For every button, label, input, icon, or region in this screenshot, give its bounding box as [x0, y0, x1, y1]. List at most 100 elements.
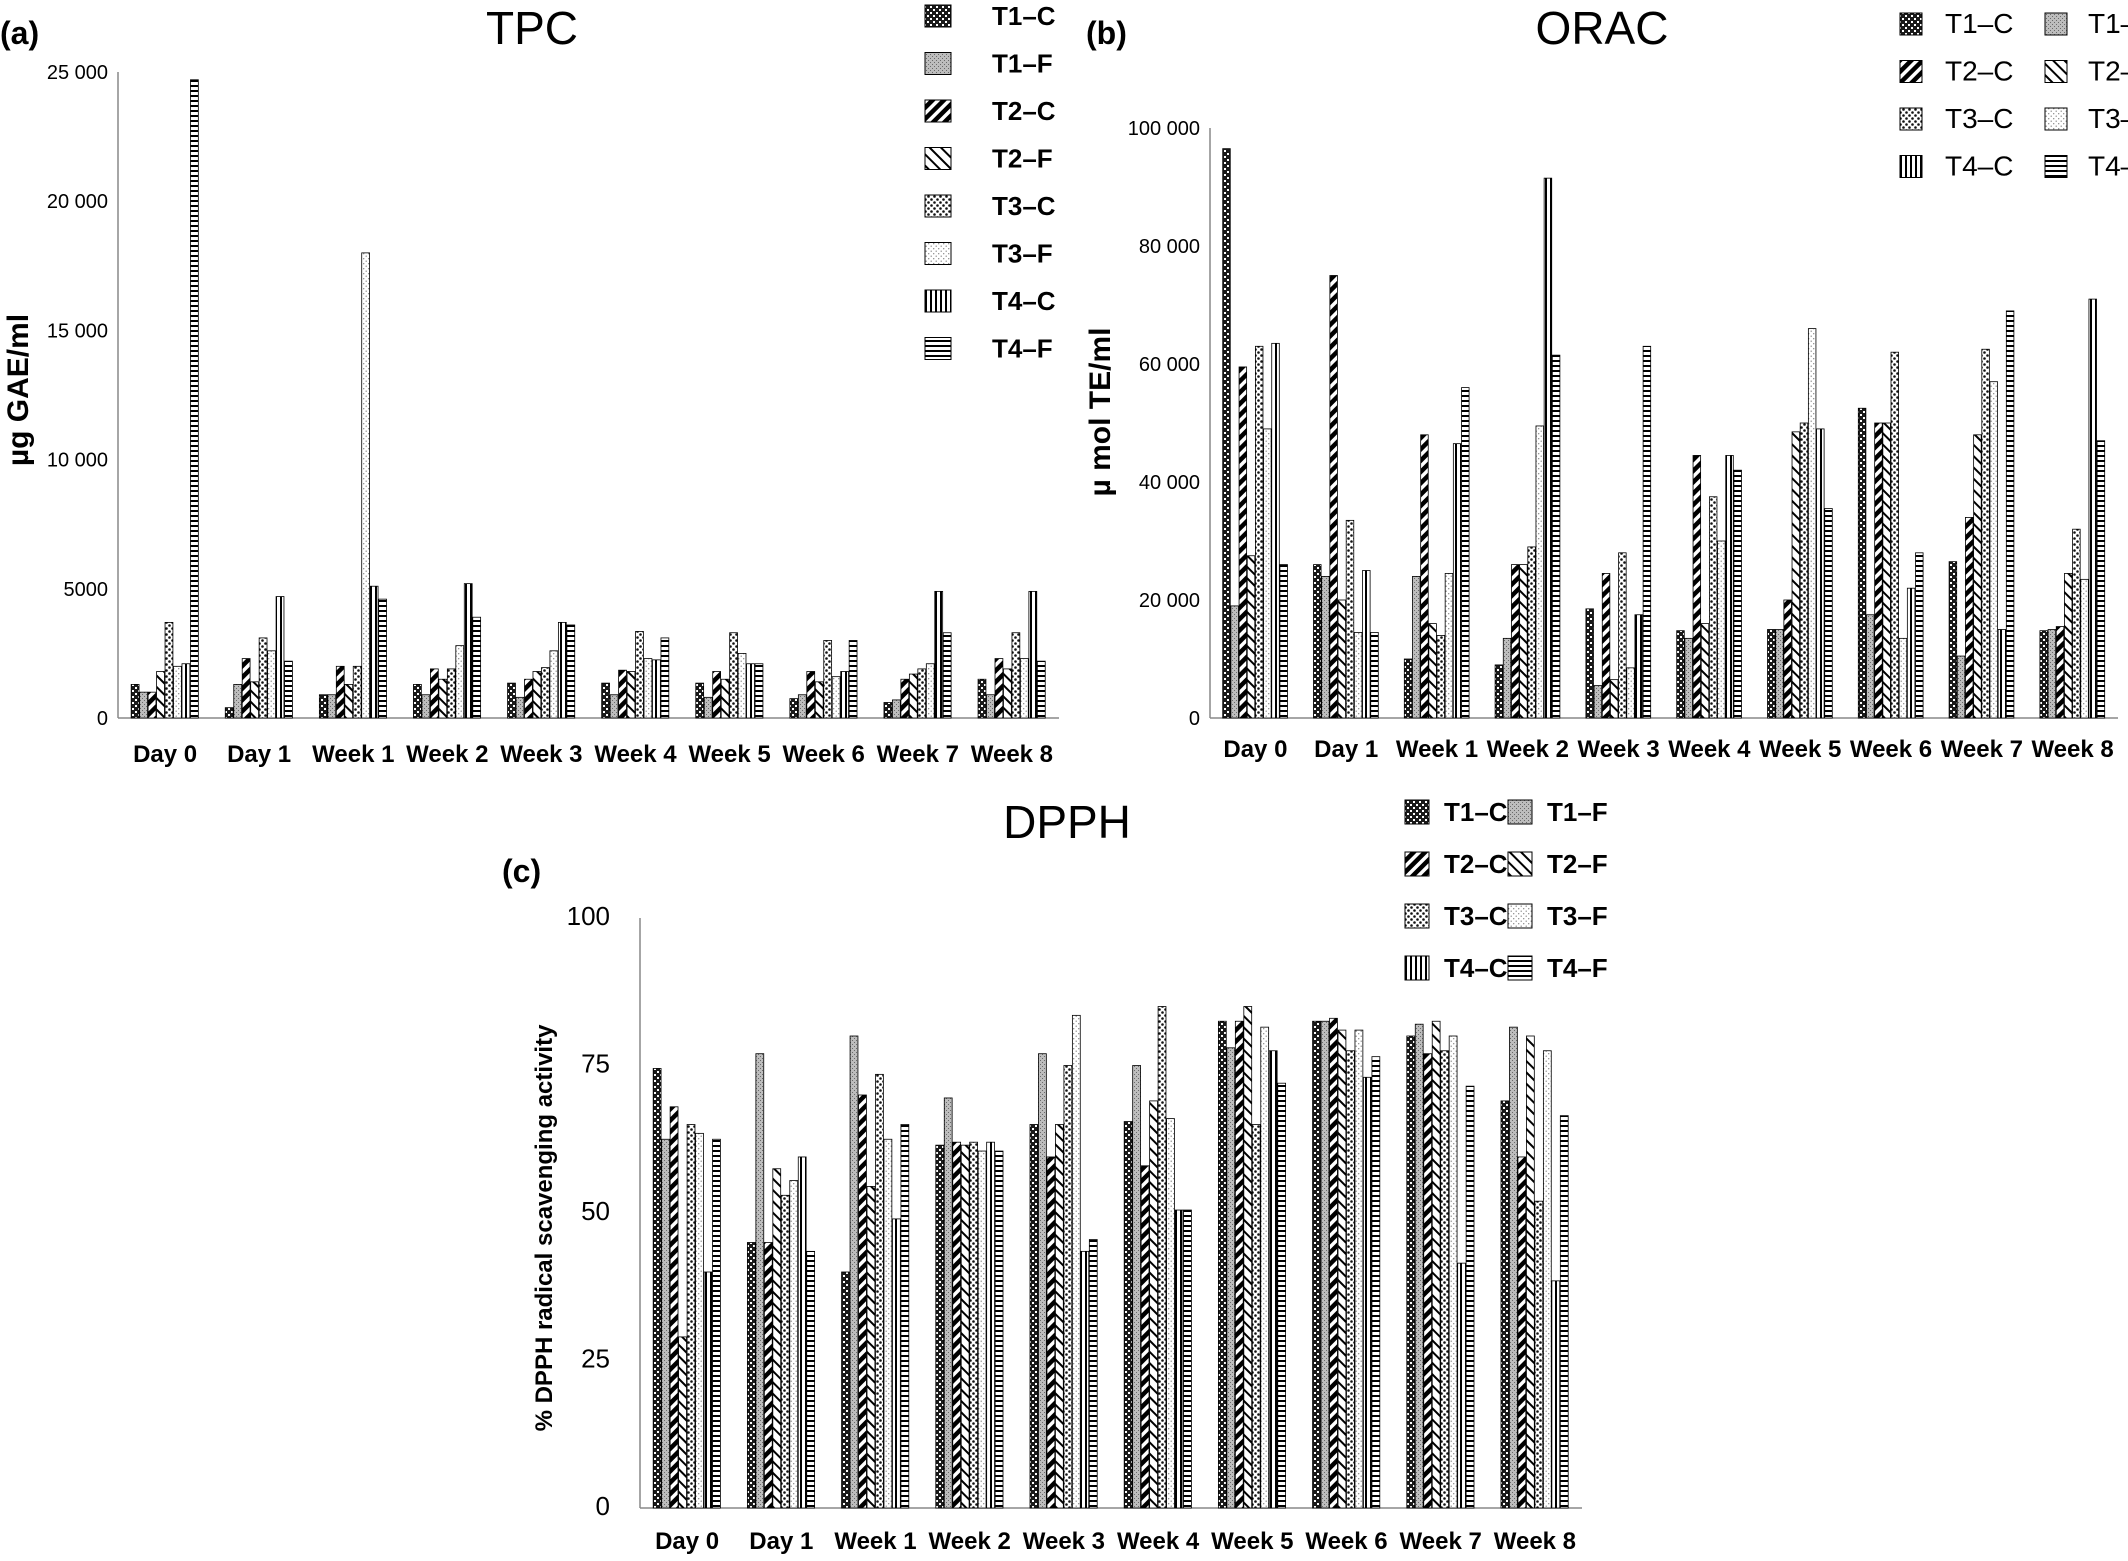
- tpc-bar-week-4-t2-c: [618, 669, 627, 719]
- tpc-bar-week-2-t1-c: [413, 684, 422, 719]
- dpph-category-label: Week 5: [1211, 1528, 1293, 1555]
- orac-bar-week-3-t1-c: [1585, 608, 1594, 719]
- tpc-bar-week-2-t4-c: [463, 583, 473, 719]
- dpph-bar-day-1-t1-c: [746, 1242, 756, 1509]
- tpc-bar-week-5-t4-f: [754, 663, 764, 719]
- orac-bar-week-7-t3-f: [1989, 381, 1998, 719]
- tpc-category-labels: Day 0 Day 1 Week 1 Week 2 Week 3 Week 4 Week 5…: [133, 741, 1053, 768]
- tpc-bar-week-8-t4-c: [1028, 590, 1038, 719]
- dpph-legend-label-t4-c: T4–C: [1444, 953, 1508, 983]
- orac-bar-week-1-t3-f: [1444, 573, 1454, 719]
- dpph-legend-label-t2-c: T2–C: [1444, 849, 1508, 879]
- orac-bar-week-5-t1-f: [1775, 629, 1784, 719]
- dpph-bar-week-3-t2-f: [1055, 1124, 1064, 1509]
- tpc-bar-week-2-t4-f: [472, 616, 482, 719]
- dpph-bar-week-8-t1-f: [1509, 1026, 1518, 1509]
- dpph-y-tick-label: 100: [567, 901, 610, 931]
- orac-bar-week-2-t1-f: [1502, 637, 1512, 719]
- dpph-bar-day-0-t1-f: [661, 1138, 670, 1509]
- orac-bar-week-7-t4-c: [1997, 629, 2007, 719]
- tpc-legend-swatch-t4-c: [924, 289, 952, 313]
- dpph-y-tick-label: 0: [596, 1491, 610, 1521]
- tpc-bar-week-3-t1-f: [515, 696, 525, 719]
- tpc-bar-week-7-t2-c: [900, 678, 910, 719]
- tpc-y-tick-label: 15 000: [47, 320, 108, 342]
- dpph-bar-day-1-t2-c: [763, 1242, 773, 1509]
- dpph-bar-week-3-t1-c: [1029, 1124, 1039, 1509]
- tpc-legend-label-t3-c: T3–C: [992, 191, 1056, 221]
- dpph-legend-label-t4-f: T4–F: [1547, 953, 1608, 983]
- tpc-legend-swatch-t3-c: [924, 194, 952, 218]
- dpph-bar-week-6-t2-c: [1329, 1017, 1338, 1509]
- orac-y-ticks: 0 20 000 40 000 60 000 80 000 100 000: [1128, 118, 1200, 730]
- tpc-bar-week-6-t4-c: [840, 671, 849, 719]
- tpc-bar-week-2-t3-f: [455, 645, 465, 719]
- orac-bar-day-0-t3-f: [1263, 428, 1272, 719]
- dpph-bar-day-1-t3-f: [789, 1180, 799, 1509]
- orac-bar-week-3-t4-c: [1634, 614, 1643, 719]
- tpc-bar-day-0-t4-f: [190, 79, 199, 719]
- tpc-y-ticks: 0 5000 10 000 15 000 20 000 25 000: [47, 62, 108, 730]
- orac-bar-week-2-t2-f: [1519, 564, 1528, 719]
- tpc-bar-week-1-t1-f: [327, 694, 337, 719]
- orac-legend-swatch-t4-c: [1899, 155, 1923, 178]
- orac-legend-label-t2-c: T2–C: [1945, 56, 2013, 87]
- dpph-bar-week-4-t2-f: [1149, 1100, 1158, 1509]
- tpc-y-tick-label: 5000: [64, 579, 109, 601]
- tpc-bar-day-1-t3-f: [267, 650, 276, 719]
- dpph-legend-label-t1-c: T1–C: [1444, 797, 1508, 827]
- tpc-bar-week-6-t4-f: [848, 640, 858, 719]
- dpph-bar-day-0-t1-c: [652, 1068, 662, 1509]
- orac-bar-week-4-t3-f: [1717, 540, 1726, 719]
- dpph-bars: [652, 1006, 1569, 1509]
- tpc-bar-week-3-t4-f: [566, 624, 576, 719]
- tpc-category-label: Week 5: [688, 741, 770, 768]
- tpc-bar-week-8-t1-f: [986, 694, 995, 719]
- tpc-bar-week-3-t4-c: [557, 621, 567, 719]
- orac-bar-week-2-t3-c: [1527, 546, 1536, 719]
- tpc-y-tick-label: 10 000: [47, 450, 108, 472]
- tpc-bar-week-6-t2-f: [814, 681, 824, 719]
- orac-bar-week-6-t1-c: [1857, 407, 1867, 719]
- tpc-category-label: Week 1: [312, 741, 394, 768]
- tpc-bar-week-7-t2-f: [908, 673, 918, 719]
- dpph-bar-week-7-t4-f: [1465, 1085, 1475, 1509]
- dpph-bar-week-7-t4-c: [1457, 1262, 1466, 1509]
- tpc-legend-label-t2-c: T2–C: [992, 96, 1056, 126]
- orac-bar-week-3-t1-f: [1593, 685, 1603, 719]
- tpc-bar-week-4-t3-f: [643, 658, 653, 719]
- orac-bar-week-4-t2-f: [1700, 623, 1710, 719]
- tpc-bar-week-2-t3-c: [446, 668, 456, 719]
- dpph-bar-week-6-t2-f: [1337, 1029, 1347, 1509]
- dpph-y-ticks: 0 25 50 75 100: [567, 901, 610, 1521]
- tpc-bar-week-6-t3-c: [823, 640, 833, 719]
- orac-bar-week-5-t2-c: [1783, 599, 1792, 719]
- orac-bar-day-1-t2-f: [1337, 599, 1347, 719]
- orac-legend-swatch-t3-c: [1899, 107, 1923, 131]
- dpph-legend-swatch-t4-f: [1507, 955, 1533, 981]
- orac-bar-day-1-t4-c: [1362, 570, 1371, 719]
- orac-legend-label-t1-c: T1–C: [1945, 8, 2013, 39]
- dpph-bar-week-4-t2-c: [1140, 1165, 1150, 1509]
- orac-category-label: Week 8: [2031, 736, 2113, 763]
- dpph-bar-week-4-t4-f: [1183, 1209, 1192, 1509]
- orac-legend-swatch-t1-f: [2044, 12, 2068, 36]
- orac-bar-week-8-t2-c: [2055, 626, 2065, 719]
- orac-bar-week-6-t4-f: [1915, 552, 1924, 719]
- dpph-bar-week-2-t3-f: [977, 1150, 987, 1509]
- dpph-legend-swatch-t1-c: [1404, 799, 1430, 825]
- orac-legend-swatch-t1-c: [1899, 12, 1923, 36]
- tpc-bar-week-8-t3-f: [1020, 658, 1029, 719]
- tpc-bar-day-0-t3-f: [173, 665, 182, 719]
- orac-bar-week-5-t3-f: [1807, 328, 1817, 719]
- orac-y-axis-label: µ mol TE/ml: [1084, 328, 1117, 497]
- dpph-legend-swatch-t3-c: [1404, 903, 1430, 929]
- orac-bar-week-5-t1-c: [1767, 629, 1776, 719]
- orac-bar-day-0-t2-c: [1238, 366, 1248, 719]
- tpc-bars: [130, 79, 1046, 719]
- dpph-bar-week-8-t4-c: [1551, 1280, 1561, 1509]
- tpc-legend-swatch-t3-f: [924, 242, 952, 265]
- dpph-bar-day-0-t3-c: [686, 1124, 696, 1509]
- orac-bar-week-1-t3-c: [1436, 635, 1445, 719]
- orac-bar-week-5-t2-f: [1791, 431, 1801, 719]
